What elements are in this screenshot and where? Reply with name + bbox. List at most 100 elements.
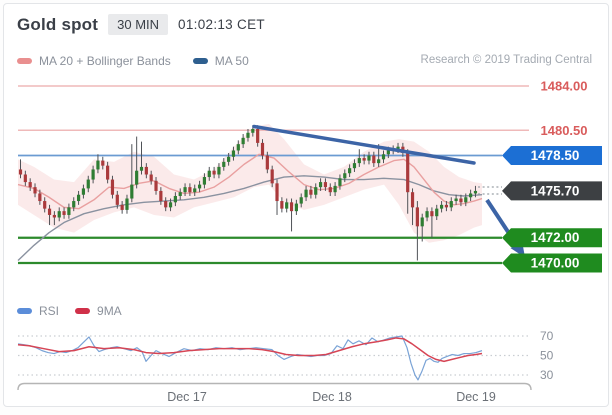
legend-item-ma50: MA 50 — [192, 54, 249, 68]
candle-up — [299, 197, 303, 204]
price-badge-label: 1475.70 — [531, 183, 580, 198]
candle-up — [135, 170, 139, 185]
rsi-scale-label: 70 — [540, 329, 554, 343]
candle-up — [396, 146, 400, 150]
candle-down — [47, 208, 52, 215]
legend-item-ma20-bollinger: MA 20 + Bollinger Bands — [17, 54, 171, 68]
rsi-line — [17, 335, 483, 381]
candle-up — [241, 137, 245, 145]
candle-up — [314, 187, 318, 195]
candle-up — [125, 198, 129, 210]
rsi-9ma-line — [17, 337, 483, 363]
candle-up — [464, 197, 468, 203]
candle-up — [130, 184, 134, 199]
research-watermark: Research © 2019 Trading Central — [420, 54, 592, 66]
legend-label: 9MA — [97, 304, 122, 318]
ma50-line — [17, 175, 483, 261]
instrument-title: Gold spot — [17, 14, 99, 34]
candle-up — [285, 202, 289, 209]
candle-down — [38, 193, 42, 202]
candle-down — [115, 194, 119, 205]
price-badge — [502, 228, 602, 248]
candle-down — [28, 182, 32, 188]
x-axis-date-label: Dec 19 — [456, 390, 496, 404]
candle-up — [251, 128, 255, 133]
candle-up — [246, 132, 250, 138]
candle-up — [57, 211, 61, 218]
price-badge-label: 1472.00 — [531, 230, 580, 245]
candle-down — [260, 142, 265, 156]
candle-down — [459, 198, 463, 203]
price-badge — [502, 146, 602, 166]
x-axis-date-label: Dec 17 — [167, 390, 207, 404]
candle-up — [91, 169, 95, 180]
timestamp: 01:02:13 CET — [178, 17, 265, 32]
candle-down — [444, 204, 449, 208]
candle-up — [178, 192, 182, 196]
candle-up — [231, 150, 236, 157]
candle-up — [197, 184, 202, 189]
candle-down — [415, 207, 419, 227]
candle-down — [52, 214, 56, 218]
candle-up — [338, 178, 342, 186]
candle-down — [265, 155, 269, 170]
candle-up — [304, 189, 308, 198]
candle-up — [469, 193, 473, 198]
trend-line — [252, 124, 476, 165]
candle-down — [43, 201, 47, 209]
candle-up — [425, 211, 429, 218]
x-axis-line — [17, 382, 532, 391]
main-legend: MA 20 + Bollinger Bands MA 50 — [17, 54, 249, 68]
candle-down — [106, 165, 110, 180]
candle-up — [449, 201, 453, 208]
legend-item-rsi: RSI — [17, 304, 59, 318]
price-chart[interactable]: 1484.00 1480.50 1478.50 1475.70 1472.00 1470.… — [4, 4, 612, 415]
candle-down — [154, 180, 158, 191]
interval-badge: 30 MIN — [108, 14, 169, 35]
candle-down — [280, 201, 284, 209]
candle-down — [270, 169, 274, 184]
price-badge — [502, 181, 602, 201]
candle-up — [386, 150, 390, 155]
candle-up — [352, 163, 357, 169]
rsi-swatch-icon — [17, 308, 32, 314]
candle-up — [72, 201, 76, 208]
candle-up — [439, 204, 444, 209]
candle-down — [144, 166, 148, 175]
x-axis-date-label: Dec 18 — [312, 390, 352, 404]
candle-up — [76, 194, 81, 202]
candle-down — [110, 179, 115, 195]
candle-up — [81, 188, 86, 195]
candle-down — [430, 211, 434, 217]
candle-up — [217, 166, 221, 175]
ma20-swatch-icon — [17, 58, 32, 64]
legend-label: RSI — [39, 304, 60, 318]
candle-down — [289, 202, 294, 212]
candle-up — [207, 170, 211, 178]
ma20-line — [17, 153, 483, 210]
candle-down — [188, 187, 192, 193]
candle-up — [367, 155, 371, 161]
candle-up — [236, 144, 240, 151]
candle-up — [168, 202, 173, 208]
candle-down — [120, 204, 124, 210]
candle-up — [227, 156, 231, 162]
candle-up — [86, 179, 90, 189]
candle-down — [23, 174, 27, 183]
candle-down — [362, 158, 366, 161]
candle-up — [381, 154, 386, 160]
candle-up — [333, 185, 337, 193]
candle-up — [435, 208, 439, 217]
candle-down — [275, 183, 279, 202]
candle-up — [318, 182, 323, 188]
price-level-label: 1480.50 — [541, 123, 588, 138]
rsi-scale-label: 50 — [540, 349, 554, 363]
candle-down — [323, 182, 328, 188]
candle-up — [193, 188, 197, 193]
candle-up — [377, 159, 381, 164]
rsi-legend: RSI 9MA — [17, 304, 122, 318]
candles-group — [18, 125, 478, 261]
candle-down — [410, 192, 415, 208]
candle-up — [202, 177, 207, 185]
